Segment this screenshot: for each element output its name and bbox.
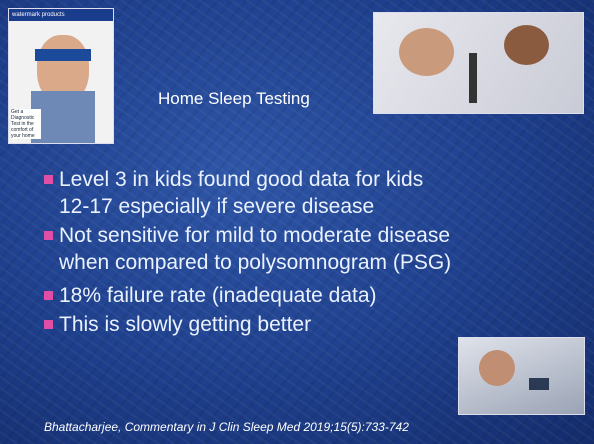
- headband: [35, 49, 91, 61]
- bullet-line: Level 3 in kids found good data for kids: [59, 166, 423, 193]
- bullet-line: This is slowly getting better: [59, 311, 311, 338]
- ad-tagline: Get a Diagnostic Test in the comfort of …: [11, 109, 41, 139]
- head: [479, 350, 515, 386]
- bullet-line: 12-17 especially if severe disease: [59, 193, 423, 220]
- bullet-line: when compared to polysomnogram (PSG): [59, 249, 451, 276]
- bullet: 18% failure rate (inadequate data): [44, 282, 377, 309]
- bullet-marker: [44, 231, 53, 240]
- bullet-line: 18% failure rate (inadequate data): [59, 282, 377, 309]
- bullet-marker: [44, 291, 53, 300]
- bullet-marker: [44, 175, 53, 184]
- bullet: Level 3 in kids found good data for kids…: [44, 166, 423, 220]
- photo-couple: [373, 12, 584, 114]
- photo-man: [458, 337, 585, 415]
- ad-brand: watermark products: [9, 9, 113, 21]
- ad-image: watermark products Get a Diagnostic Test…: [8, 8, 114, 144]
- device: [469, 53, 477, 103]
- bullet-marker: [44, 320, 53, 329]
- bullet: Not sensitive for mild to moderate disea…: [44, 222, 451, 276]
- bullet-line: Not sensitive for mild to moderate disea…: [59, 222, 451, 249]
- device: [529, 378, 549, 390]
- slide-title: Home Sleep Testing: [158, 89, 310, 109]
- head: [504, 25, 549, 65]
- bullet: This is slowly getting better: [44, 311, 311, 338]
- citation: Bhattacharjee, Commentary in J Clin Slee…: [44, 420, 409, 434]
- slide: watermark products Get a Diagnostic Test…: [0, 0, 594, 444]
- head: [399, 28, 454, 76]
